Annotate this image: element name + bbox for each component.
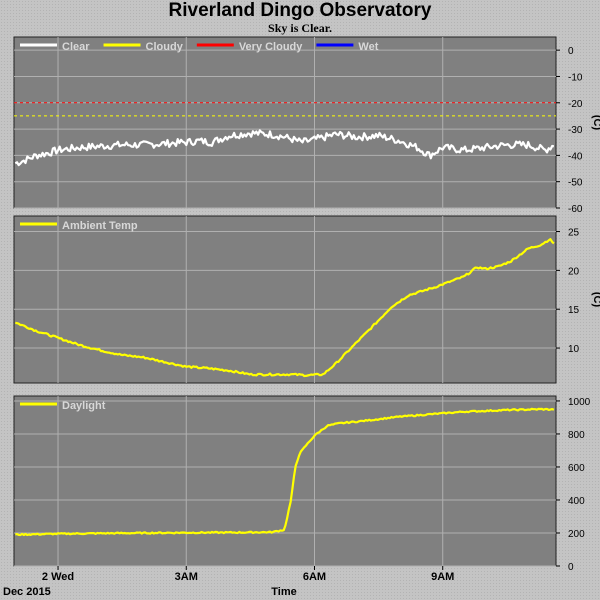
panel-ambient: 25 20 15 10 (C) Ambient Temp xyxy=(13,215,600,384)
y-tick-label: 0 xyxy=(568,562,574,573)
page-title: Riverland Dingo Observatory xyxy=(168,0,432,21)
y-tick-label: -30 xyxy=(568,125,583,136)
y-tick-label: -20 xyxy=(568,99,583,110)
y-tick-label: 400 xyxy=(568,496,585,507)
x-axis-label: Time xyxy=(271,586,296,598)
legend-label: Clear xyxy=(62,41,90,53)
y-tick-label: 15 xyxy=(568,305,580,316)
series-line-ambient-temp xyxy=(15,238,555,378)
x-tick-label: 3AM xyxy=(175,571,198,583)
legend-label: Daylight xyxy=(62,400,106,412)
series-line-daylight xyxy=(15,407,555,537)
plot-area xyxy=(13,215,557,384)
y-tick-label: 800 xyxy=(568,430,585,441)
y-axis-label: (C) xyxy=(591,292,600,308)
y-tick-label: 200 xyxy=(568,529,585,540)
y-tick-label: 25 xyxy=(568,228,580,239)
series-line-clear xyxy=(14,129,555,167)
legend-label: Cloudy xyxy=(146,41,184,53)
panel-daylight: 1000 800 600 400 200 0 Daylight xyxy=(13,395,591,573)
y-tick-label: -50 xyxy=(568,178,583,189)
y-tick-label: 600 xyxy=(568,463,585,474)
y-axis-label: (C) xyxy=(591,115,600,131)
y-tick-label: 20 xyxy=(568,266,580,277)
y-tick-label: 0 xyxy=(568,46,574,57)
y-tick-label: 10 xyxy=(568,344,580,355)
date-label: Dec 2015 xyxy=(3,586,51,598)
sky-status: Sky is Clear. xyxy=(268,21,332,35)
y-tick-label: -40 xyxy=(568,151,583,162)
legend-label: Very Cloudy xyxy=(239,41,303,53)
legend-label: Wet xyxy=(358,41,378,53)
plot-area xyxy=(13,36,557,209)
x-tick-label: 2 Wed xyxy=(42,571,74,583)
legend-label: Ambient Temp xyxy=(62,220,138,232)
y-tick-label: -10 xyxy=(568,72,583,83)
y-tick-label: 1000 xyxy=(568,397,591,408)
y-tick-label: -60 xyxy=(568,204,583,215)
x-tick-label: 6AM xyxy=(303,571,326,583)
plot-area xyxy=(13,395,557,567)
x-tick-label: 9AM xyxy=(431,571,454,583)
panel-sky: 0 -10 -20 -30 -40 -50 -60 (C) Clear Cloudy Very Cl… xyxy=(13,36,600,215)
